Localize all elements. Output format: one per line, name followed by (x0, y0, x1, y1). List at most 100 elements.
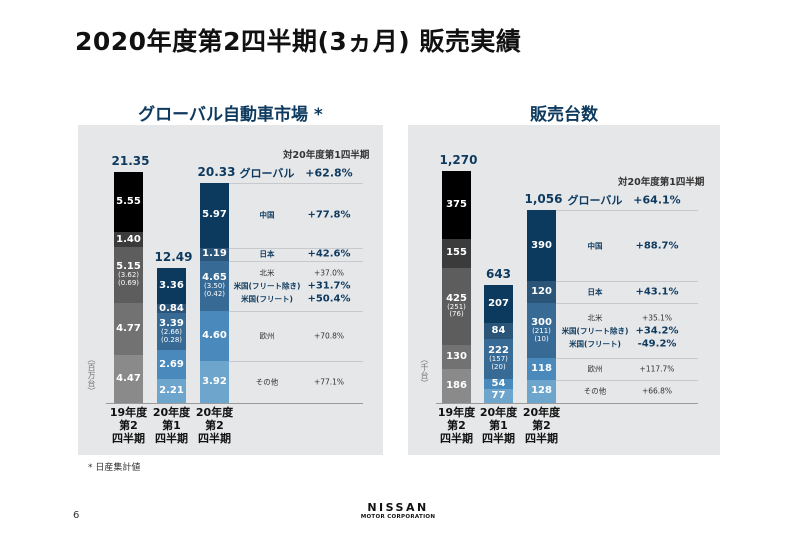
segment-value-label: 300 (531, 316, 552, 328)
segment-value-label: 425 (446, 292, 467, 304)
x-axis-line (106, 403, 363, 404)
segment-value-label: 4.77 (116, 322, 141, 334)
row-name-us_ex_fleet: 米国(フリート除き) (233, 281, 301, 291)
category-label: 19年度 第2 四半期 (108, 406, 150, 446)
row-pct-na: +37.0% (313, 268, 345, 278)
category-label-line: 四半期 (525, 432, 558, 446)
bar-total-label: 21.35 (111, 154, 150, 169)
segment-sub-label: (157) (489, 355, 508, 364)
comparison-header: 対20年度第1四半期 (618, 177, 705, 189)
segment-value-label: 84 (491, 324, 506, 336)
bar-segment-3: 1.40 (114, 232, 143, 248)
page-title: 2020年度第2四半期(3ヵ月) 販売実績 (75, 27, 522, 56)
category-label-line: 四半期 (112, 432, 145, 446)
row-name-na: 北米 (587, 313, 603, 323)
bar-segment-4: 3.36 (157, 267, 186, 305)
row-pct-other: +77.1% (313, 377, 345, 387)
segment-value-label: 1.40 (116, 233, 141, 245)
bar-segment-4: 375 (442, 170, 471, 240)
category-label-line: 第2 (119, 419, 138, 433)
category-label-line: 四半期 (198, 432, 231, 446)
chart-title-market: グローバル自動車市場 * (138, 105, 323, 125)
segment-value-label: 2.21 (159, 385, 184, 397)
row-name-china: 中国 (587, 241, 603, 251)
category-label-line: 第2 (205, 419, 224, 433)
segment-value-label: 2.69 (159, 358, 184, 370)
row-name-other: その他 (583, 386, 607, 396)
segment-value-label: 4.65 (202, 271, 227, 283)
bar-segment-1: 2.69 (157, 349, 186, 380)
table-divider (556, 281, 698, 283)
bar-segment-4: 5.55 (114, 172, 143, 233)
bar-segment-2: 425 (251) (76) (442, 267, 471, 346)
bar-total-label: 12.49 (154, 249, 193, 264)
segment-value-label: 120 (531, 286, 552, 298)
bar-segment-2: 5.15 (3.62) (0.69) (114, 247, 143, 304)
row-name-other: その他 (255, 377, 279, 387)
bar-segment-4: 390 (527, 210, 556, 282)
segment-value-label: 130 (446, 351, 467, 363)
category-label-line: 第2 (447, 419, 466, 433)
table-divider (229, 360, 363, 362)
segment-sub-label: (76) (449, 310, 464, 319)
row-pct-us_fleet: +50.4% (307, 293, 351, 305)
segment-value-label: 118 (531, 362, 552, 374)
bar-segment-3: 155 (442, 239, 471, 268)
row-name-europe: 欧州 (587, 364, 603, 374)
bar-segment-2: 222 (157) (20) (484, 338, 513, 380)
segment-value-label: 4.47 (116, 372, 141, 384)
bar-segment-0: 4.47 (114, 354, 143, 403)
row-pct-japan: +42.6% (307, 248, 351, 260)
row-name-us_ex_fleet: 米国(フリート除き) (561, 326, 629, 336)
segment-value-label: 4.60 (202, 329, 227, 341)
segment-value-label: 5.97 (202, 209, 227, 221)
row-pct-china: +88.7% (635, 240, 679, 252)
bar-segment-1: 130 (442, 345, 471, 369)
page-number: 6 (73, 510, 80, 521)
segment-value-label: 1.19 (202, 248, 227, 260)
segment-value-label: 77 (491, 389, 506, 401)
unit-label: （千台） (420, 355, 429, 387)
segment-value-label: 390 (531, 239, 552, 251)
category-label-line: 四半期 (155, 432, 188, 446)
unit-label: （百万台） (87, 355, 96, 395)
x-axis-line (436, 403, 698, 404)
bar-segment-4: 207 (484, 285, 513, 324)
segment-value-label: 54 (491, 378, 506, 389)
category-label-line: 20年度 (195, 406, 234, 419)
footnote: * 日産集計値 (88, 463, 141, 473)
segment-value-label: 155 (446, 247, 467, 259)
segment-value-label: 186 (446, 380, 467, 391)
row-pct-europe: +70.8% (313, 331, 345, 341)
row-pct-other: +66.8% (641, 386, 673, 396)
table-divider (556, 303, 698, 305)
row-pct-na: +35.1% (641, 313, 673, 323)
row-name-japan: 日本 (587, 287, 603, 297)
row-name-us_fleet: 米国(フリート) (569, 339, 621, 349)
segment-value-label: 207 (488, 298, 509, 310)
category-label-line: 20年度 (479, 406, 518, 419)
chart-panel-market: （百万台） 4.47 4.77 5.15 (3.62) (0.69) 1.40 5.55 21.… (78, 125, 383, 455)
table-divider (229, 310, 363, 312)
category-label-line: 第1 (162, 419, 181, 433)
bar-segment-3: 120 (527, 281, 556, 304)
category-label-line: 20年度 (152, 406, 191, 419)
bar-total-label: 643 (485, 267, 512, 282)
segment-sub-label: (20) (491, 362, 506, 371)
table-divider (229, 183, 363, 185)
bar-segment-3: 84 (484, 323, 513, 339)
bar-total-label: 1,056 (524, 192, 563, 207)
category-label: 20年度 第1 四半期 (151, 406, 193, 446)
segment-value-label: 3.92 (202, 375, 227, 387)
row-pct-us_ex_fleet: +34.2% (635, 325, 679, 337)
segment-value-label: 5.15 (116, 261, 141, 273)
row-name-global: グローバル (567, 194, 623, 208)
bar-segment-4: 5.97 (200, 183, 229, 248)
row-pct-china: +77.8% (307, 209, 351, 221)
bar-segment-1: 118 (527, 358, 556, 380)
bar-segment-3: 1.19 (200, 247, 229, 261)
category-label-line: 四半期 (440, 432, 473, 446)
bar-segment-2: 3.39 (2.66) (0.28) (157, 313, 186, 350)
table-divider (556, 358, 698, 360)
table-divider (229, 260, 363, 262)
